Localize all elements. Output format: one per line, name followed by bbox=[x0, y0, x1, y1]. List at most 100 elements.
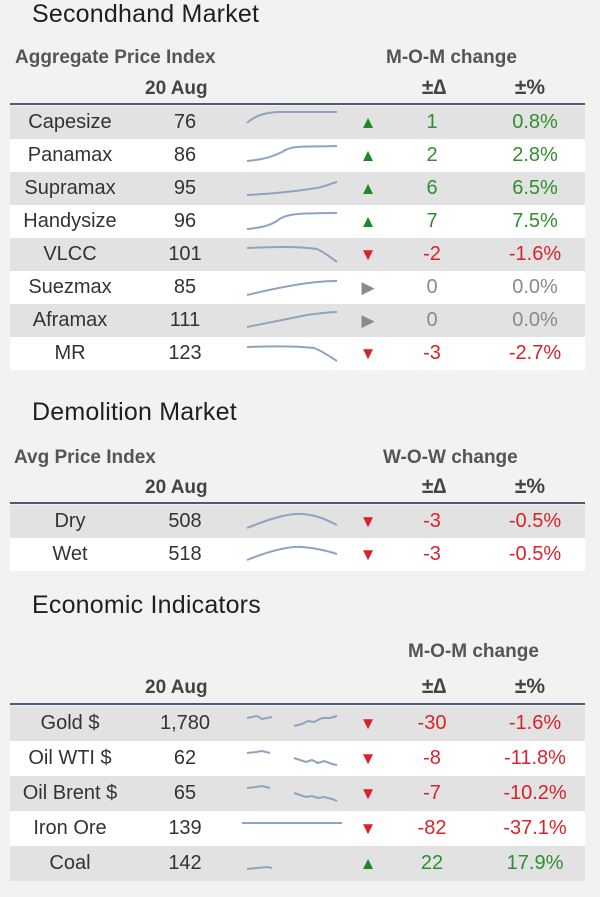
row-pct: 2.8% bbox=[512, 144, 558, 166]
down-arrow-icon: ▼ bbox=[359, 245, 377, 264]
sparkline-svg bbox=[246, 311, 338, 328]
sparkline-path bbox=[246, 280, 338, 296]
table-row: Panamax 86 ▲ 2 2.8% bbox=[10, 139, 585, 172]
row-pct: 0.0% bbox=[512, 276, 558, 298]
right-arrow-icon: ▶ bbox=[361, 311, 375, 330]
sparkline-svg bbox=[246, 111, 337, 124]
economic-change-label: M-O-M change bbox=[408, 641, 539, 662]
demolition-date: 20 Aug bbox=[145, 477, 208, 498]
row-value: 508 bbox=[168, 510, 202, 532]
demolition-pct-header: ±% bbox=[514, 475, 546, 498]
row-pct: -37.1% bbox=[503, 817, 567, 839]
sparkline bbox=[242, 238, 342, 271]
down-arrow-icon: ▼ bbox=[359, 714, 377, 733]
table-row: Iron Ore 139 ▼ -82 -37.1% bbox=[10, 811, 585, 846]
sparkline-svg bbox=[246, 181, 338, 196]
row-name: Iron Ore bbox=[33, 817, 107, 839]
row-pct: 17.9% bbox=[506, 852, 564, 874]
economic-pct-header: ±% bbox=[514, 675, 546, 698]
sparkline-svg bbox=[246, 345, 338, 362]
up-arrow-icon: ▲ bbox=[359, 854, 377, 873]
sparkline bbox=[242, 706, 342, 741]
row-name: Suezmax bbox=[28, 276, 112, 298]
down-arrow-icon: ▼ bbox=[359, 545, 377, 564]
row-name: Oil WTI $ bbox=[28, 747, 112, 769]
sparkline-path bbox=[246, 784, 338, 802]
sparkline bbox=[242, 741, 342, 776]
secondhand-index-label: Aggregate Price Index bbox=[15, 47, 216, 68]
sparkline-svg bbox=[246, 784, 338, 802]
sparkline-path bbox=[246, 111, 337, 124]
row-name: Panamax bbox=[27, 144, 113, 166]
sparkline-svg bbox=[246, 512, 338, 529]
sparkline bbox=[242, 337, 342, 370]
up-arrow-icon: ▲ bbox=[359, 146, 377, 165]
table-row: Oil Brent $ 65 ▼ -7 -10.2% bbox=[10, 776, 585, 811]
row-delta: 2 bbox=[426, 144, 438, 166]
secondhand-header-rule bbox=[10, 103, 585, 105]
sparkline bbox=[242, 106, 342, 139]
demolition-delta-header: ±∆ bbox=[421, 475, 447, 498]
secondhand-date: 20 Aug bbox=[145, 78, 208, 99]
sparkline-path bbox=[246, 749, 338, 766]
row-name: Capesize bbox=[28, 111, 112, 133]
sparkline-svg bbox=[246, 280, 338, 296]
sparkline-svg bbox=[246, 749, 338, 766]
row-pct: 0.0% bbox=[512, 309, 558, 331]
sparkline bbox=[242, 505, 342, 538]
row-value: 111 bbox=[169, 309, 201, 331]
row-value: 85 bbox=[173, 276, 197, 298]
table-row: Suezmax 85 ▶ 0 0.0% bbox=[10, 271, 585, 304]
row-value: 76 bbox=[173, 111, 197, 133]
row-delta: -3 bbox=[423, 543, 441, 565]
row-value: 123 bbox=[168, 342, 202, 364]
row-name: Oil Brent $ bbox=[22, 782, 118, 804]
economic-header-rule bbox=[10, 703, 585, 705]
demolition-table: Dry 508 ▼ -3 -0.5% Wet 518 ▼ -3 -0.5% bbox=[10, 505, 585, 571]
table-row: Handysize 96 ▲ 7 7.5% bbox=[10, 205, 585, 238]
right-arrow-icon: ▶ bbox=[361, 278, 375, 297]
row-pct: -10.2% bbox=[503, 782, 567, 804]
row-value: 96 bbox=[173, 210, 197, 232]
table-row: Supramax 95 ▲ 6 6.5% bbox=[10, 172, 585, 205]
sparkline bbox=[242, 538, 342, 571]
table-row: Capesize 76 ▲ 1 0.8% bbox=[10, 106, 585, 139]
up-arrow-icon: ▲ bbox=[359, 113, 377, 132]
economic-date: 20 Aug bbox=[145, 677, 208, 698]
sparkline bbox=[242, 304, 342, 337]
sparkline-svg bbox=[246, 545, 338, 561]
row-value: 86 bbox=[173, 144, 197, 166]
row-delta: 7 bbox=[426, 210, 438, 232]
down-arrow-icon: ▼ bbox=[359, 749, 377, 768]
sparkline bbox=[242, 846, 342, 881]
economic-delta-header: ±∆ bbox=[421, 675, 447, 698]
sparkline bbox=[242, 205, 342, 238]
row-name: MR bbox=[54, 342, 86, 364]
row-value: 62 bbox=[173, 747, 197, 769]
row-name: Dry bbox=[54, 510, 86, 532]
row-name: Aframax bbox=[32, 309, 108, 331]
down-arrow-icon: ▼ bbox=[359, 344, 377, 363]
row-pct: -0.5% bbox=[508, 543, 562, 565]
sparkline bbox=[242, 811, 342, 846]
row-name: Wet bbox=[52, 543, 88, 565]
row-delta: -7 bbox=[423, 782, 441, 804]
secondhand-delta-header: ±∆ bbox=[421, 76, 447, 99]
table-row: Coal 142 ▲ 22 17.9% bbox=[10, 846, 585, 881]
sparkline bbox=[242, 139, 342, 172]
row-name: Handysize bbox=[23, 210, 117, 232]
down-arrow-icon: ▼ bbox=[359, 512, 377, 531]
row-pct: -1.6% bbox=[508, 243, 562, 265]
row-delta: -8 bbox=[423, 747, 441, 769]
table-row: MR 123 ▼ -3 -2.7% bbox=[10, 337, 585, 370]
row-name: Supramax bbox=[24, 177, 116, 199]
row-value: 1,780 bbox=[159, 712, 211, 734]
row-value: 139 bbox=[168, 817, 202, 839]
table-row: Gold $ 1,780 ▼ -30 -1.6% bbox=[10, 706, 585, 741]
row-delta: 0 bbox=[426, 276, 438, 298]
sparkline-svg bbox=[246, 212, 338, 230]
economic-table: Gold $ 1,780 ▼ -30 -1.6% Oil WTI $ 62 ▼ -8 -11.8%… bbox=[10, 706, 585, 881]
sparkline-path bbox=[246, 512, 338, 529]
row-value: 518 bbox=[168, 543, 202, 565]
up-arrow-icon: ▲ bbox=[359, 179, 377, 198]
